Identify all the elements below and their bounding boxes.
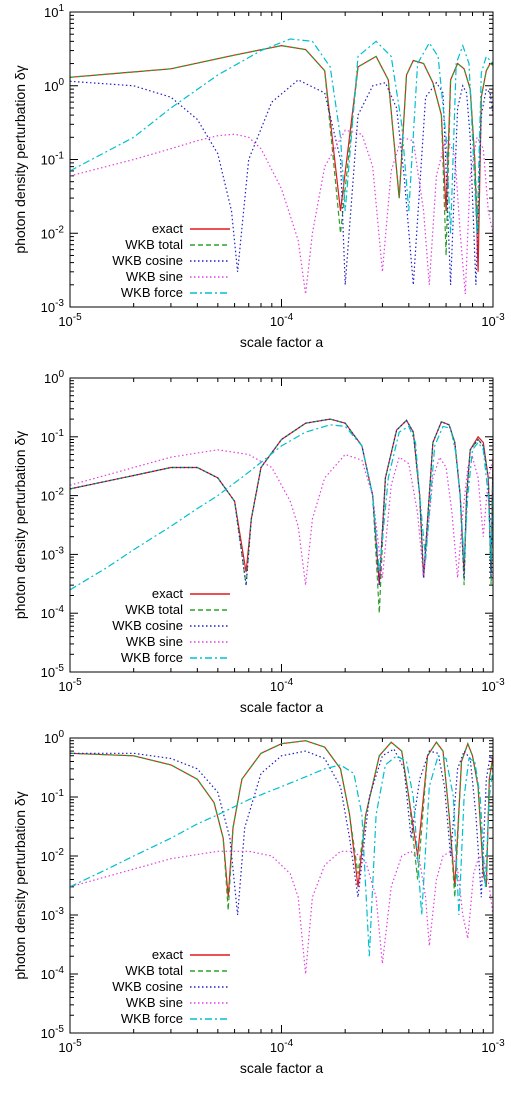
legend-label: WKB force bbox=[121, 285, 183, 300]
y-tick-label: 10-5 bbox=[41, 1024, 65, 1041]
series-group bbox=[70, 418, 493, 614]
series-line-wkb-sine bbox=[70, 850, 493, 975]
series-line-wkb-total bbox=[70, 44, 493, 256]
legend-label: exact bbox=[152, 221, 183, 236]
legend-label: WKB total bbox=[125, 602, 183, 617]
series-group bbox=[70, 740, 493, 975]
y-tick-label: 10-1 bbox=[41, 428, 65, 445]
series-group bbox=[70, 38, 493, 295]
y-tick-label: 101 bbox=[44, 3, 64, 20]
y-tick-label: 100 bbox=[44, 77, 64, 94]
axis-ticks bbox=[69, 738, 493, 1034]
legend-label: WKB cosine bbox=[112, 979, 183, 994]
y-tick-label: 100 bbox=[44, 729, 64, 746]
x-tick-label: 10-5 bbox=[58, 677, 82, 694]
series-line-wkb-cosine bbox=[70, 418, 493, 586]
x-tick-label: 10-5 bbox=[58, 1038, 82, 1055]
series-line-exact bbox=[70, 418, 493, 586]
x-tick-label: 10-3 bbox=[481, 1038, 505, 1055]
x-tick-label: 10-3 bbox=[481, 312, 505, 329]
y-axis-label: photon density perturbation δγ bbox=[12, 791, 28, 979]
legend-label: exact bbox=[152, 586, 183, 601]
legend-label: WKB sine bbox=[126, 634, 183, 649]
x-axis-label: scale factor a bbox=[240, 334, 323, 350]
y-tick-label: 10-2 bbox=[41, 847, 65, 864]
series-line-wkb-force bbox=[70, 38, 493, 234]
series-line-wkb-total bbox=[70, 418, 493, 614]
y-tick-label: 10-3 bbox=[41, 906, 65, 923]
plot-frame bbox=[69, 377, 494, 673]
y-tick-label: 10-1 bbox=[41, 788, 65, 805]
y-tick-label: 10-4 bbox=[41, 965, 65, 982]
y-axis-label: photon density perturbation δγ bbox=[12, 65, 28, 253]
legend-label: WKB total bbox=[125, 237, 183, 252]
series-line-wkb-sine bbox=[70, 449, 493, 586]
y-tick-label: 10-3 bbox=[41, 545, 65, 562]
y-tick-label: 10-2 bbox=[41, 224, 65, 241]
chart-panel-3: 10-5 10-4 10-3 10-5 10-4 10-3 10-2 10-1 100 exact… bbox=[12, 729, 505, 1076]
chart-panel-2: 10-5 10-4 10-3 10-5 10-4 10-3 10-2 10-1 100 exact… bbox=[12, 369, 505, 715]
y-tick-label: 10-3 bbox=[41, 298, 65, 315]
legend-label: WKB sine bbox=[126, 269, 183, 284]
legend-label: WKB force bbox=[121, 650, 183, 665]
plot-frame bbox=[69, 11, 494, 308]
series-line-wkb-sine bbox=[70, 129, 493, 295]
x-tick-label: 10-4 bbox=[270, 677, 294, 694]
y-axis-label: photon density perturbation δγ bbox=[12, 431, 28, 619]
legend-label: WKB cosine bbox=[112, 253, 183, 268]
x-tick-label: 10-3 bbox=[481, 677, 505, 694]
plot-frame bbox=[69, 737, 494, 1034]
legend-label: WKB sine bbox=[126, 995, 183, 1010]
x-tick-label: 10-4 bbox=[270, 312, 294, 329]
legend-label: WKB cosine bbox=[112, 618, 183, 633]
axis-ticks bbox=[69, 378, 493, 673]
x-axis-label: scale factor a bbox=[240, 1060, 323, 1076]
legend-label: WKB force bbox=[121, 1011, 183, 1026]
series-line-wkb-total bbox=[70, 740, 493, 911]
y-tick-label: 10-1 bbox=[41, 151, 65, 168]
x-tick-label: 10-5 bbox=[58, 312, 82, 329]
series-line-wkb-cosine bbox=[70, 748, 493, 916]
series-line-wkb-force bbox=[70, 424, 493, 591]
series-line-wkb-force bbox=[70, 755, 493, 957]
series-line-exact bbox=[70, 740, 493, 898]
x-tick-label: 10-4 bbox=[270, 1038, 294, 1055]
y-tick-label: 10-4 bbox=[41, 604, 65, 621]
legend-label: exact bbox=[152, 947, 183, 962]
y-tick-label: 10-5 bbox=[41, 663, 65, 680]
y-tick-label: 100 bbox=[44, 369, 64, 386]
x-axis-label: scale factor a bbox=[240, 699, 323, 715]
y-tick-label: 10-2 bbox=[41, 487, 65, 504]
legend-label: WKB total bbox=[125, 963, 183, 978]
